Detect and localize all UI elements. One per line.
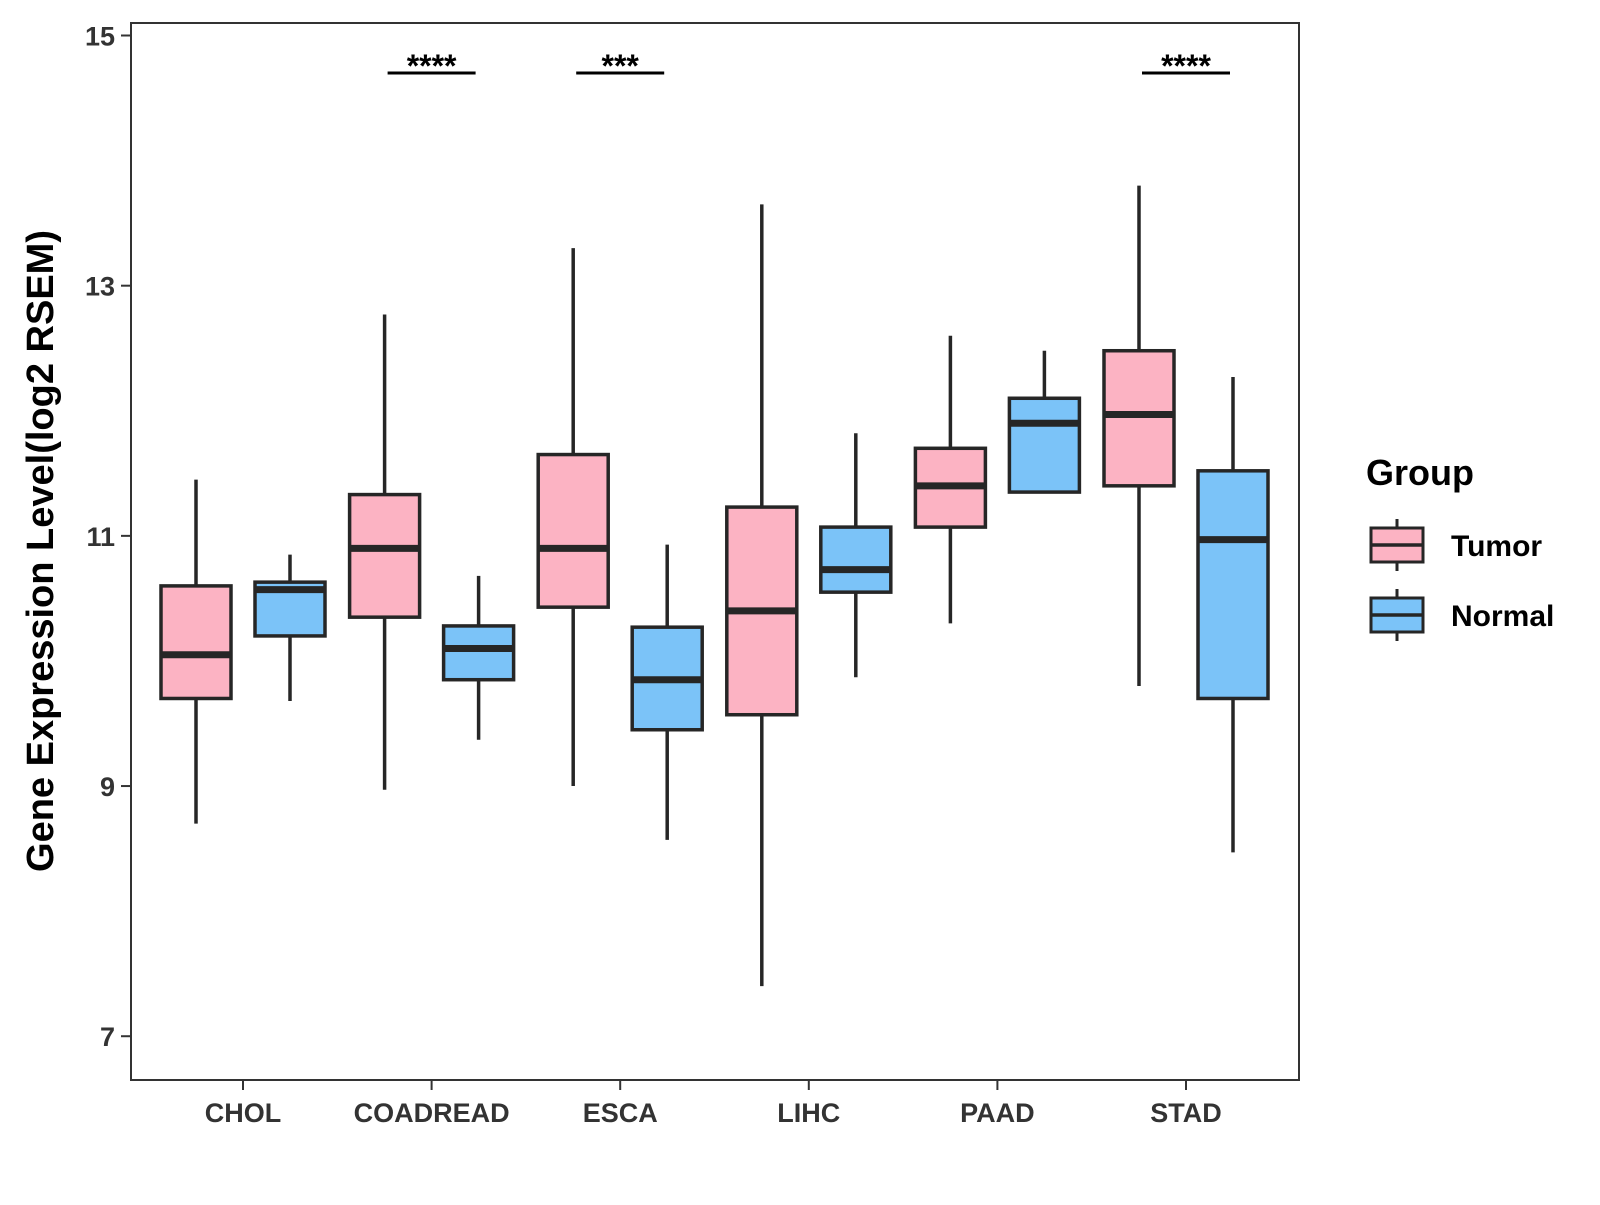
y-tick-label: 11 (86, 522, 115, 552)
box-body (1007, 396, 1082, 494)
tumor-box (1102, 185, 1176, 686)
box-body (347, 492, 422, 619)
significance-label: *** (602, 48, 640, 84)
y-tick-label: 15 (85, 22, 115, 52)
y-axis: 7 9 11 13 15 (85, 22, 131, 1052)
tumor-box (536, 248, 610, 787)
y-tick-label: 7 (100, 1022, 115, 1052)
significance-label: **** (1161, 48, 1211, 84)
normal-box (253, 554, 327, 701)
legend: Group Tumor Normal (1366, 452, 1554, 641)
box-body (1102, 348, 1176, 488)
x-tick-label: PAAD (960, 1098, 1035, 1128)
normal-box (441, 575, 516, 740)
box-body (1196, 469, 1270, 701)
significance-label: **** (407, 48, 457, 84)
box-body (441, 624, 516, 682)
tumor-box (913, 335, 988, 624)
y-axis-title: Gene Expression Level(log2 RSEM) (20, 230, 62, 872)
normal-box (630, 544, 704, 840)
y-tick-label: 13 (85, 272, 115, 302)
tumor-box (725, 204, 799, 987)
box-body (819, 525, 893, 594)
x-tick-label: ESCA (583, 1098, 658, 1128)
x-tick-label: COADREAD (354, 1098, 510, 1128)
legend-item-tumor: Tumor (1369, 519, 1542, 571)
box-body (159, 584, 233, 701)
tumor-box (159, 479, 233, 824)
normal-box (1007, 350, 1082, 494)
boxes (159, 185, 1270, 987)
legend-label: Normal (1451, 600, 1554, 633)
legend-label: Tumor (1451, 530, 1542, 563)
normal-box (1196, 377, 1270, 853)
normal-box (819, 433, 893, 678)
significance-annotations: **** *** **** (387, 48, 1230, 84)
y-tick-label: 9 (100, 772, 115, 802)
tumor-box (347, 314, 422, 790)
x-tick-label: CHOL (205, 1098, 282, 1128)
panel-background (130, 22, 1300, 1081)
x-tick-label: LIHC (777, 1098, 840, 1128)
x-tick-label: STAD (1150, 1098, 1222, 1128)
legend-title: Group (1366, 452, 1474, 493)
x-axis: CHOL COADREAD ESCA LIHC PAAD STAD (205, 1080, 1222, 1128)
box-body (536, 452, 610, 609)
legend-item-normal: Normal (1369, 589, 1554, 641)
